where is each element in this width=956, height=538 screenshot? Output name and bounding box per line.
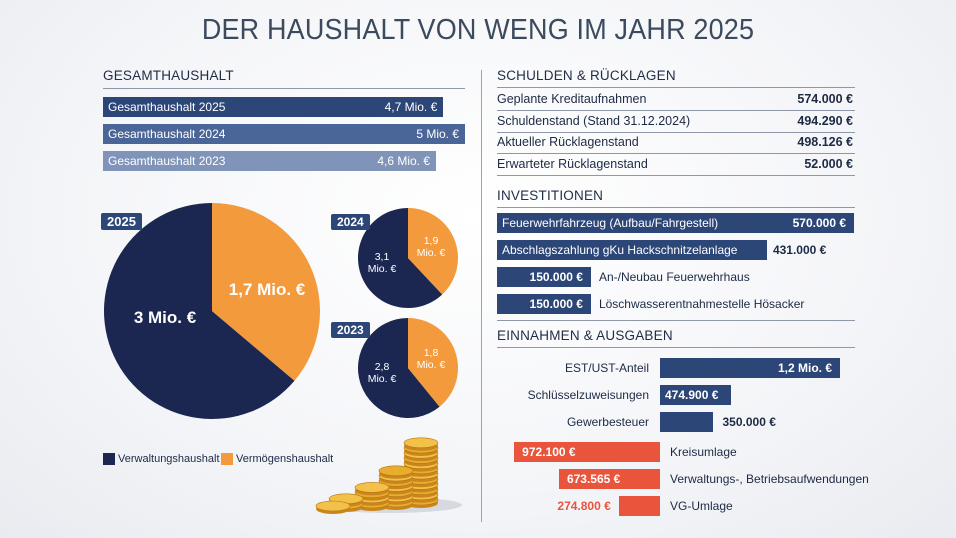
- expense-bar: 673.565 €: [558, 469, 660, 489]
- gesamthaushalt-heading: GESAMTHAUSHALT: [103, 68, 234, 83]
- gesamthaushalt-bar: Gesamthaushalt 2023 4,6 Mio. €: [103, 151, 437, 171]
- pie-2025-verwaltung-label: 3 Mio. €: [133, 308, 197, 327]
- legend-vermoegen-swatch: [221, 453, 233, 465]
- investition-bar: 150.000 €: [497, 267, 591, 287]
- expense-label: Kreisumlage: [670, 445, 737, 459]
- coin-icon: [403, 437, 439, 449]
- pie-2024-year-tag: 2024: [331, 214, 370, 230]
- income-bar: [660, 412, 713, 432]
- coin-icon: [354, 482, 390, 493]
- income-value: 1,2 Mio. €: [777, 361, 832, 375]
- schulden-row: Schuldenstand (Stand 31.12.2024) 494.290 …: [497, 110, 855, 133]
- gesamthaushalt-bar-value: 4,7 Mio. €: [384, 100, 438, 114]
- income-label: Schlüsselzuweisungen: [527, 388, 649, 402]
- investition-value: 431.000 €: [772, 243, 827, 257]
- investition-bar: Feuerwehrfahrzeug (Aufbau/Fahrgestell) 57…: [497, 213, 854, 233]
- schulden-row-label: Schuldenstand (Stand 31.12.2024): [497, 113, 691, 128]
- expense-label: Verwaltungs-, Betriebsaufwendungen: [670, 472, 869, 486]
- pie-2024-vermoegen-label: 1,9 Mio. €: [416, 235, 446, 259]
- investition-bar: 150.000 €: [497, 294, 591, 314]
- investition-bar: Abschlagszahlung gKu Hackschnitzelanlage: [497, 240, 767, 260]
- investition-label: Feuerwehrfahrzeug (Aufbau/Fahrgestell): [502, 216, 719, 230]
- income-bar: 474.900 €: [660, 385, 732, 405]
- pie-2025-vermoegen-label: 1,7 Mio. €: [228, 280, 306, 299]
- legend-verwaltung-label: Verwaltungshaushalt: [118, 453, 220, 465]
- coins-illustration: [315, 437, 462, 514]
- income-label: Gewerbesteuer: [566, 415, 649, 429]
- expense-value: 972.100 €: [522, 445, 576, 459]
- pie-2025-year-tag: 2025: [101, 213, 142, 230]
- gesamthaushalt-bar: Gesamthaushalt 2024 5 Mio. €: [103, 124, 465, 144]
- investition-value: 150.000 €: [529, 297, 583, 311]
- income-bar: 1,2 Mio. €: [660, 358, 840, 378]
- gesamthaushalt-bar-label: Gesamthaushalt 2025: [108, 100, 226, 114]
- gesamthaushalt-bar: Gesamthaushalt 2025 4,7 Mio. €: [103, 97, 444, 117]
- pie-2023-verwaltung-slice: [358, 318, 440, 418]
- pie-2023-vermoegen-label: 1,8 Mio. €: [416, 347, 446, 371]
- gesamthaushalt-bar-label: Gesamthaushalt 2024: [108, 127, 226, 141]
- investition-value: 570.000 €: [792, 216, 846, 230]
- schulden-row: Aktueller Rücklagenstand 498.126 €: [497, 131, 855, 154]
- coin-icon: [315, 500, 351, 512]
- income-value: 474.900 €: [665, 388, 719, 402]
- investition-label: An-/Neubau Feuerwehrhaus: [598, 270, 750, 284]
- pie-2023-verwaltung-label: 2,8 Mio. €: [367, 361, 397, 385]
- pie-2025-verwaltung-slice: [104, 203, 295, 419]
- schulden-row-label: Aktueller Rücklagenstand: [497, 135, 639, 149]
- coin-icon: [378, 465, 414, 477]
- expense-bar: 972.100 €: [514, 442, 660, 462]
- schulden-row-label: Geplante Kreditaufnahmen: [497, 92, 647, 106]
- investitionen-bottom-rule: [497, 320, 855, 321]
- einnahmen-heading: EINNAHMEN & AUSGABEN: [497, 328, 673, 343]
- expense-label: VG-Umlage: [670, 499, 733, 513]
- pie-2024-vermoegen-slice: [408, 208, 458, 295]
- schulden-heading: SCHULDEN & RÜCKLAGEN: [497, 68, 676, 83]
- pie-2023-vermoegen-slice: [408, 318, 458, 407]
- schulden-row-value: 52.000 €: [804, 156, 853, 171]
- expense-value: 274.800 €: [557, 499, 611, 513]
- expense-value: 673.565 €: [566, 472, 621, 486]
- expense-bar: [618, 496, 660, 516]
- schulden-row: Erwarteter Rücklagenstand 52.000 €: [497, 153, 855, 176]
- pie-2025-vermoegen-slice: [212, 203, 320, 381]
- gesamthaushalt-bar-label: Gesamthaushalt 2023: [108, 154, 226, 168]
- pie-2024-verwaltung-label: 3,1 Mio. €: [367, 251, 397, 275]
- einnahmen-rule: [497, 347, 855, 348]
- page-title: DER HAUSHALT VON WENG IM JAHR 2025: [201, 14, 755, 46]
- income-value: 350.000 €: [722, 415, 776, 429]
- legend-vermoegen-label: Vermögenshaushalt: [236, 453, 334, 465]
- gesamthaushalt-bar-value: 4,6 Mio. €: [377, 154, 431, 168]
- column-divider: [481, 70, 482, 522]
- schulden-row: Geplante Kreditaufnahmen 574.000 €: [497, 88, 855, 111]
- investitionen-rule: [497, 207, 855, 208]
- pie-2023-year-tag: 2023: [331, 322, 370, 338]
- schulden-row-value: 498.126 €: [797, 135, 853, 149]
- investition-label: Abschlagszahlung gKu Hackschnitzelanlage: [502, 243, 738, 257]
- legend-verwaltung-swatch: [103, 453, 115, 465]
- schulden-rule: [497, 87, 855, 88]
- schulden-row-value: 494.290 €: [797, 113, 853, 128]
- schulden-row-label: Erwarteter Rücklagenstand: [497, 156, 648, 171]
- income-label: EST/UST-Anteil: [564, 361, 649, 375]
- investition-value: 150.000 €: [529, 270, 583, 284]
- investition-label: Löschwasserentnahmestelle Hösacker: [598, 297, 805, 311]
- schulden-row-value: 574.000 €: [797, 92, 853, 106]
- pie-2024-verwaltung-slice: [358, 208, 443, 308]
- gesamthaushalt-rule: [103, 88, 465, 89]
- gesamthaushalt-bar-value: 5 Mio. €: [416, 127, 459, 141]
- investitionen-heading: INVESTITIONEN: [497, 188, 604, 203]
